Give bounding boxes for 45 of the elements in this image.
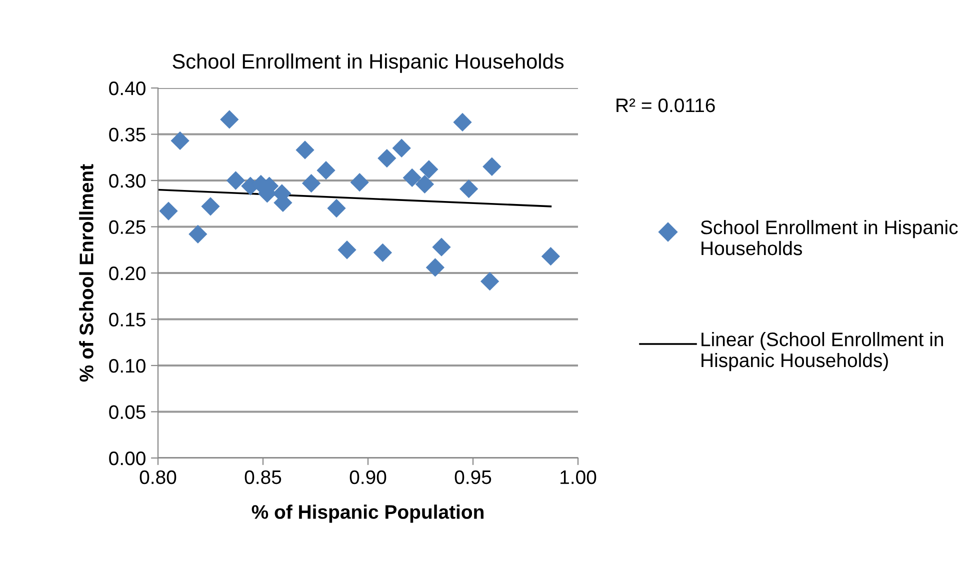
y-tick-label: 0.05 — [109, 405, 146, 419]
point — [338, 240, 356, 260]
x-axis-title: % of Hispanic Population — [252, 504, 484, 523]
point — [541, 247, 560, 266]
point — [188, 224, 208, 244]
point — [459, 180, 478, 198]
point — [327, 198, 346, 218]
legend-label: Linear (School Enrollment in Hispanic Households) — [702, 332, 943, 372]
point — [296, 140, 314, 160]
legend-label: School Enrollment in Hispanic Households — [700, 220, 958, 256]
point — [402, 168, 422, 188]
point — [302, 174, 321, 193]
point — [426, 258, 445, 277]
y-axis-title: % of School Enrollment — [79, 164, 94, 382]
point — [220, 110, 239, 129]
point — [350, 173, 369, 192]
point — [432, 238, 451, 256]
y-tick-label: 0.10 — [109, 358, 146, 373]
point — [226, 171, 246, 190]
x-tick-label: 1.00 — [560, 470, 596, 484]
point — [201, 197, 220, 216]
x-tick-label: 0.85 — [244, 470, 282, 484]
y-tick-label: 0.20 — [109, 266, 146, 280]
y-tick-label: 0.40 — [109, 81, 146, 96]
point — [316, 161, 336, 180]
point — [482, 157, 502, 176]
y-tick-label: 0.35 — [109, 128, 146, 142]
point — [373, 243, 392, 262]
point — [378, 148, 396, 168]
x-tick-label: 0.90 — [350, 470, 386, 484]
point — [170, 131, 190, 150]
x-tick-label: 0.80 — [140, 470, 176, 484]
point — [415, 174, 434, 194]
y-tick-label: 0.00 — [109, 451, 146, 466]
point — [392, 138, 411, 158]
point — [420, 160, 438, 179]
x-tick-label: 0.95 — [454, 470, 492, 484]
y-tick-label: 0.30 — [109, 174, 146, 188]
y-tick-label: 0.15 — [109, 312, 146, 326]
point — [159, 202, 178, 220]
y-tick-label: 0.25 — [109, 220, 146, 234]
text: R² = 0.0116 — [616, 98, 715, 112]
chart-title: School Enrollment in Hispanic Households — [172, 53, 564, 73]
point — [453, 112, 472, 132]
point — [480, 272, 500, 291]
